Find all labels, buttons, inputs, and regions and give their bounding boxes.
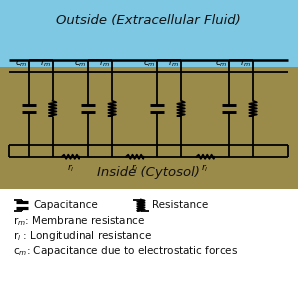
Text: $r_l$: $r_l$: [67, 162, 74, 173]
Bar: [0, 189, 298, 293]
Text: r$_{m}$: Membrane resistance: r$_{m}$: Membrane resistance: [13, 214, 145, 228]
Text: $r_m$: $r_m$: [40, 58, 51, 69]
Bar: [0, 0, 298, 67]
Text: c$_{m}$: Capacitance due to electrostatic forces: c$_{m}$: Capacitance due to electrostati…: [13, 243, 238, 258]
Text: Inside (Cytosol): Inside (Cytosol): [97, 166, 200, 179]
Text: $c_m$: $c_m$: [143, 59, 156, 69]
Text: r$_{l}$ : Longitudinal resistance: r$_{l}$ : Longitudinal resistance: [13, 229, 152, 243]
Text: Outside (Extracellular Fluid): Outside (Extracellular Fluid): [56, 14, 241, 27]
Text: $c_m$: $c_m$: [215, 59, 228, 69]
Text: $r_m$: $r_m$: [99, 58, 110, 69]
Text: $c_m$: $c_m$: [74, 59, 87, 69]
Text: Capacitance: Capacitance: [33, 200, 98, 210]
Bar: [0, 67, 298, 189]
Text: $r_l$: $r_l$: [201, 162, 209, 173]
Text: $r_m$: $r_m$: [240, 58, 251, 69]
Text: $r_l$: $r_l$: [131, 162, 138, 173]
Text: Resistance: Resistance: [152, 200, 208, 210]
Text: $r_m$: $r_m$: [168, 58, 179, 69]
Text: $c_m$: $c_m$: [14, 59, 27, 69]
